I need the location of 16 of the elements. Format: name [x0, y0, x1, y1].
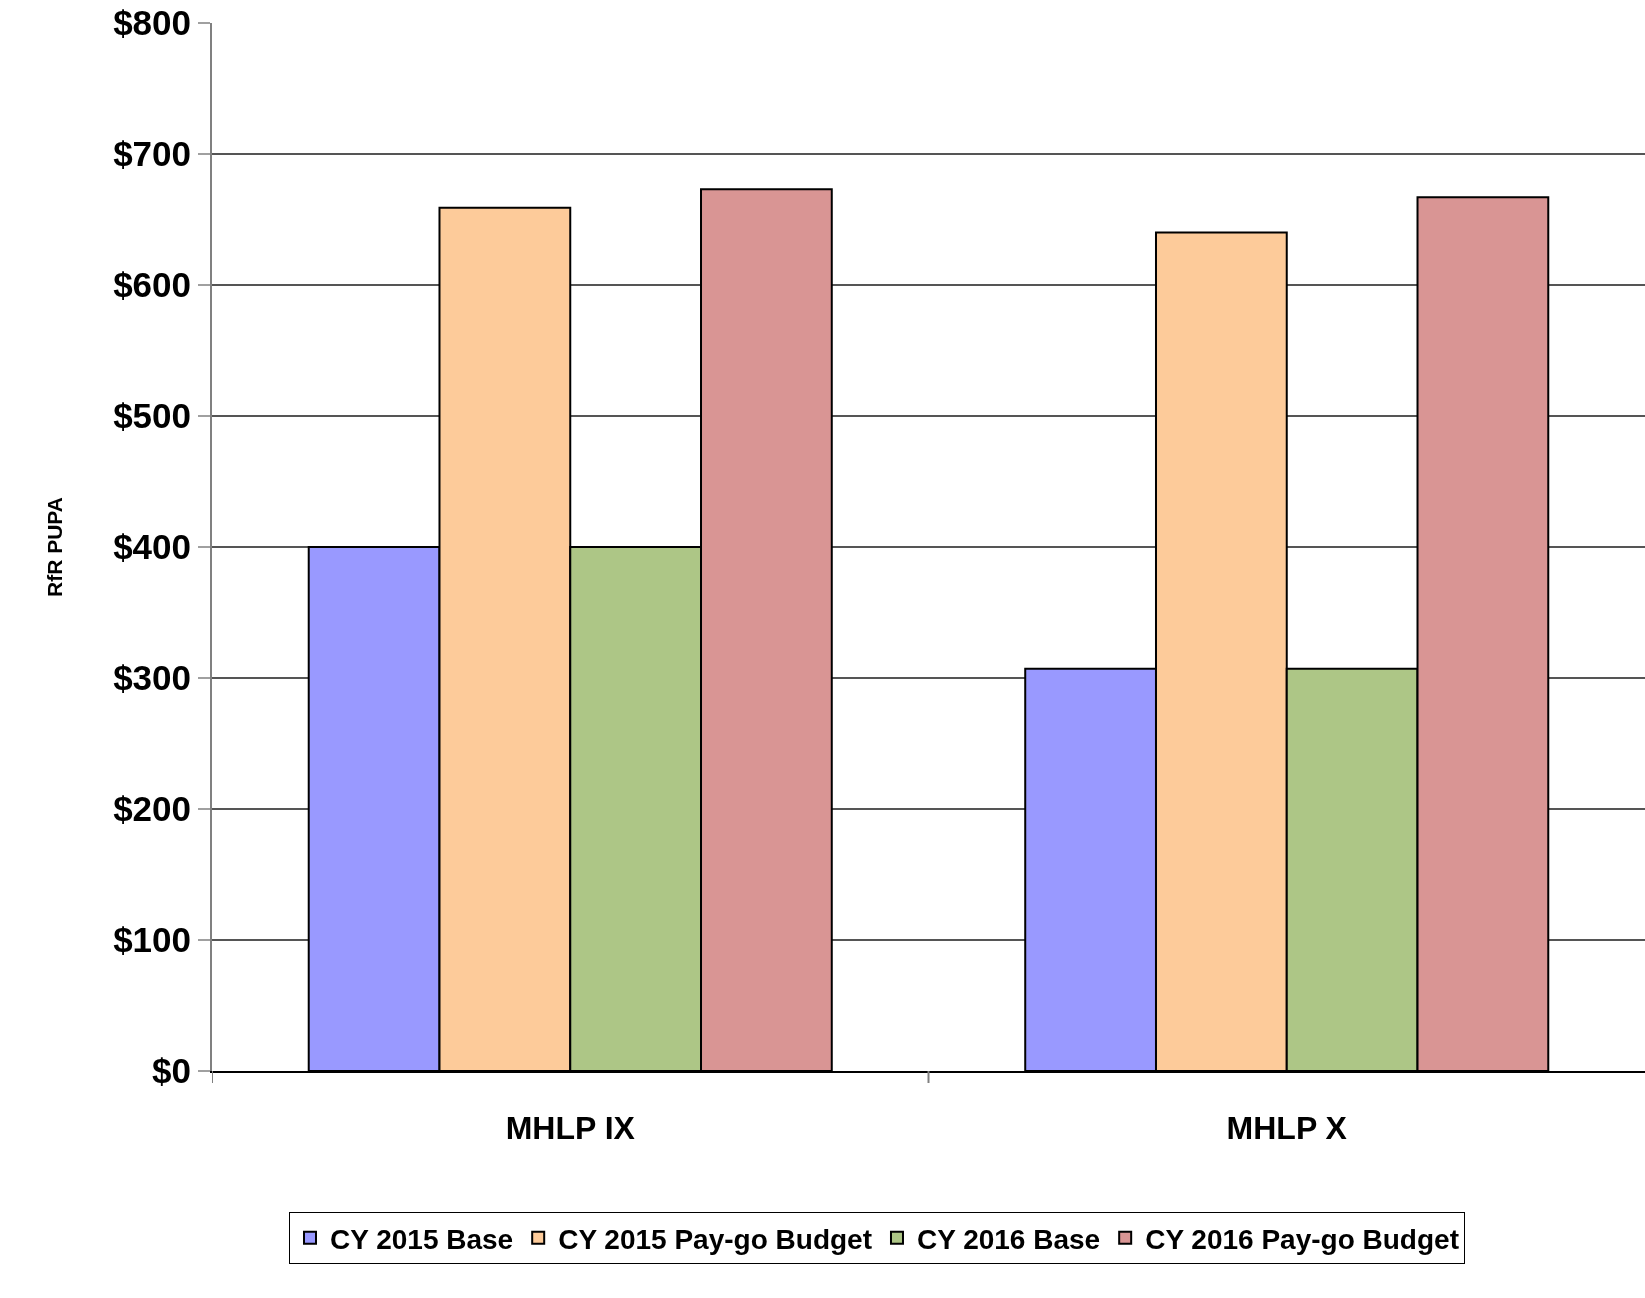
- y-tick-label: $800: [113, 3, 191, 43]
- y-tick-label: $0: [152, 1051, 191, 1091]
- y-tick-label: $400: [113, 527, 191, 567]
- legend-label: CY 2015 Base: [330, 1223, 514, 1255]
- x-tick-label: MHLP IX: [505, 1110, 636, 1147]
- x-tick-label: MHLP X: [1226, 1110, 1348, 1147]
- y-tick-label: $500: [113, 396, 191, 436]
- y-tick-label: $200: [113, 789, 191, 829]
- legend-label: CY 2016 Pay-go Budget: [1145, 1223, 1459, 1255]
- y-tick-label: $300: [113, 658, 191, 698]
- y-tick-label: $700: [113, 134, 191, 174]
- y-axis-title: RfR PUPA: [42, 497, 66, 597]
- legend-label: CY 2015 Pay-go Budget: [558, 1223, 872, 1255]
- legend-label: CY 2016 Base: [916, 1223, 1101, 1255]
- y-tick-label: $100: [113, 920, 191, 960]
- y-tick-label: $600: [113, 265, 191, 305]
